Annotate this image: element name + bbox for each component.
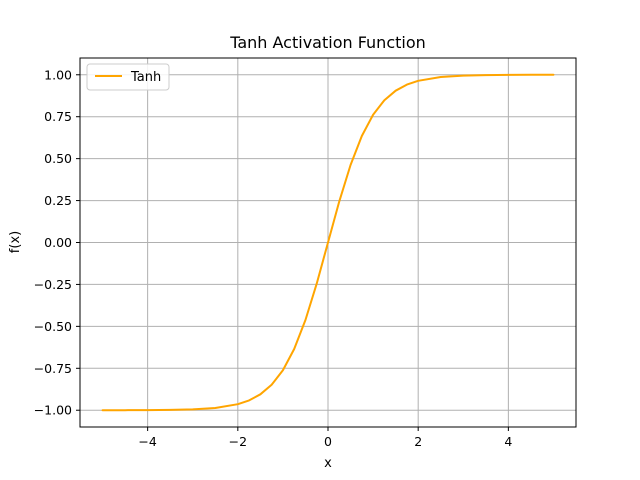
legend-label-tanh: Tanh bbox=[130, 70, 161, 85]
y-tick-label: −0.50 bbox=[34, 319, 72, 334]
y-tick-label: 1.00 bbox=[44, 67, 72, 82]
x-axis-label: x bbox=[324, 456, 332, 471]
chart-title: Tanh Activation Function bbox=[229, 33, 426, 52]
legend-box bbox=[86, 63, 170, 91]
x-tick-label: 4 bbox=[504, 434, 512, 449]
x-tick-label: 0 bbox=[324, 434, 332, 449]
x-tick-label: 2 bbox=[414, 434, 422, 449]
ticks: −4 −2 0 2 4 −1.00 −0.75 −0.50 −0.25 0.00 0.25 0.50 0… bbox=[34, 67, 513, 449]
y-tick-label: 0.50 bbox=[44, 151, 72, 166]
y-tick-label: −0.75 bbox=[34, 361, 72, 376]
y-tick-label: −1.00 bbox=[34, 403, 72, 418]
y-axis-label: f(x) bbox=[8, 231, 23, 253]
y-tick-label: 0.25 bbox=[44, 193, 72, 208]
legend: Tanh bbox=[86, 63, 170, 91]
series-layer bbox=[101, 73, 555, 412]
x-tick-label: −4 bbox=[138, 434, 156, 449]
y-tick-label: 0.75 bbox=[44, 109, 72, 124]
y-tick-label: −0.25 bbox=[34, 277, 72, 292]
y-tick-label: 0.00 bbox=[44, 235, 72, 250]
x-tick-label: −2 bbox=[229, 434, 247, 449]
series-line-tanh bbox=[101, 73, 555, 412]
